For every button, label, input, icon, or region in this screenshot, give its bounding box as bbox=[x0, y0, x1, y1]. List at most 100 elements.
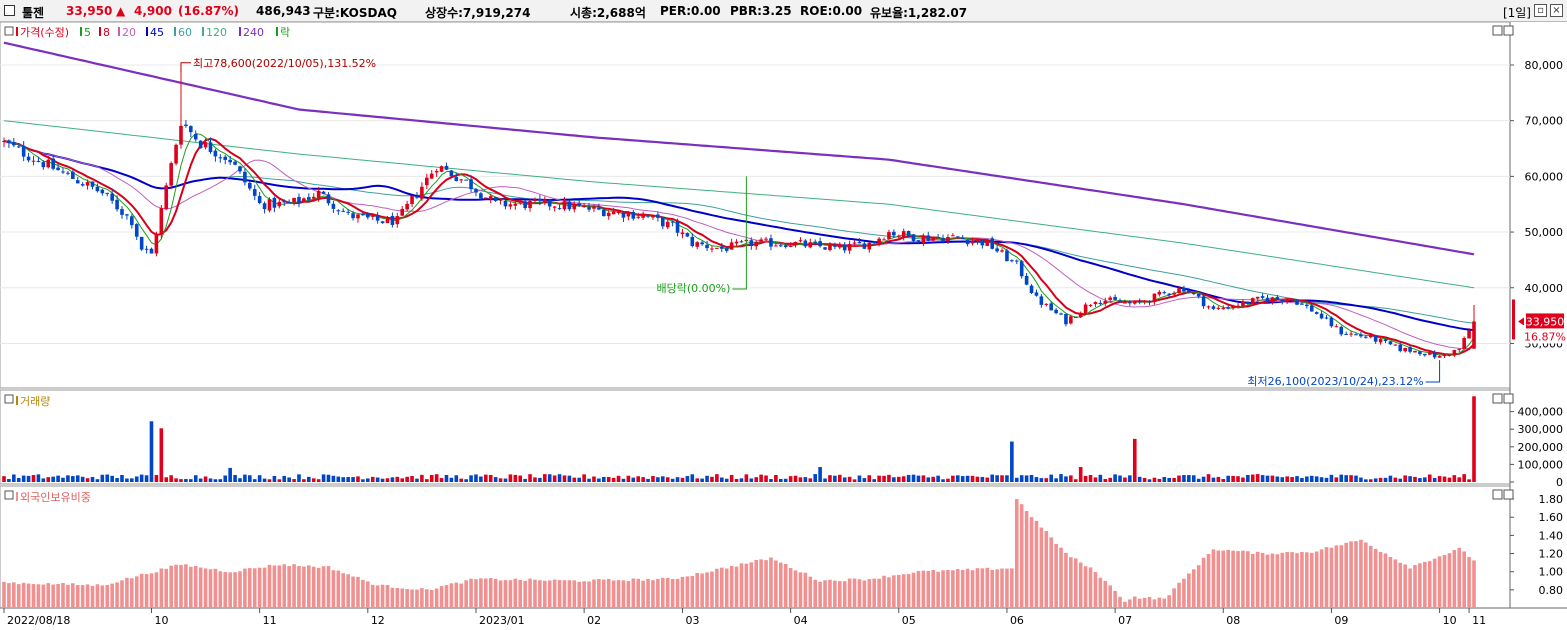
price-candle bbox=[1354, 334, 1358, 336]
price-candle bbox=[331, 203, 336, 209]
volume-bar bbox=[946, 478, 950, 482]
foreign-ratio-bar bbox=[218, 571, 223, 608]
volume-bar bbox=[764, 475, 768, 482]
foreign-ratio-bar bbox=[597, 579, 601, 608]
price-candle bbox=[1319, 313, 1324, 319]
foreign-ratio-bar bbox=[523, 580, 527, 608]
volume-bar bbox=[110, 475, 114, 482]
volume-bar bbox=[189, 479, 193, 482]
volume-bar bbox=[572, 477, 577, 482]
price-candle bbox=[577, 203, 582, 206]
foreign-ratio-bar bbox=[56, 583, 60, 608]
volume-bar bbox=[1118, 475, 1122, 482]
price-candle bbox=[926, 235, 931, 241]
price-candle bbox=[1113, 296, 1117, 300]
price-candle bbox=[139, 236, 144, 250]
volume-bar bbox=[66, 475, 70, 482]
volume-bar bbox=[223, 475, 228, 482]
price-candle bbox=[454, 176, 459, 181]
foreign-ratio-bar bbox=[685, 576, 690, 608]
volume-bar bbox=[2, 476, 6, 482]
select-checkbox[interactable] bbox=[4, 5, 15, 16]
volume-bar bbox=[179, 479, 183, 482]
volume-y-tick-label: 400,000 bbox=[1518, 406, 1564, 419]
foreign-ratio-bar bbox=[567, 580, 572, 608]
x-axis-label: 02 bbox=[587, 614, 601, 627]
price-candle bbox=[272, 197, 277, 208]
volume-bar bbox=[208, 478, 213, 482]
foreign-ratio-bar bbox=[193, 565, 198, 608]
dividend-pointer bbox=[732, 176, 747, 290]
volume-y-tick-label: 0 bbox=[1556, 476, 1563, 489]
foreign-ratio-bar bbox=[818, 581, 822, 608]
volume-bar bbox=[1383, 477, 1388, 482]
volume-bar bbox=[1334, 477, 1339, 482]
foreign-ratio-bar bbox=[252, 568, 257, 608]
volume-bar bbox=[921, 475, 926, 482]
price-candle bbox=[719, 246, 724, 249]
price-candle bbox=[1118, 300, 1122, 303]
price-candle bbox=[867, 242, 872, 250]
period-selector[interactable]: [1일] bbox=[1502, 6, 1531, 20]
volume-bar bbox=[297, 474, 301, 482]
foreign-ratio-bar bbox=[1388, 557, 1393, 608]
volume-bar bbox=[1378, 477, 1383, 482]
foreign-ratio-bar bbox=[1290, 552, 1294, 608]
foreign-ratio-bar bbox=[837, 581, 842, 608]
price-candle bbox=[169, 163, 173, 186]
volume-bar bbox=[233, 474, 237, 482]
foreign-ratio-bar bbox=[120, 580, 124, 608]
volume-bar bbox=[754, 477, 759, 482]
price-candle bbox=[1408, 347, 1412, 352]
price-candle bbox=[1187, 290, 1191, 293]
close-icon[interactable]: × bbox=[1550, 4, 1563, 17]
price-candle bbox=[1177, 288, 1181, 293]
price-candle bbox=[218, 157, 223, 159]
foreign-ratio-bar bbox=[975, 568, 980, 608]
price-candle bbox=[685, 233, 690, 237]
foreign-ratio-bar bbox=[198, 567, 203, 608]
price-candle bbox=[174, 144, 178, 164]
volume-y-tick-label: 200,000 bbox=[1518, 441, 1564, 454]
foreign-ratio-bar bbox=[1044, 531, 1049, 608]
volume-bar bbox=[567, 475, 572, 482]
foreign-ratio-bar bbox=[587, 581, 591, 608]
foreign-ratio-bar bbox=[1472, 560, 1476, 608]
price-candle bbox=[1250, 298, 1255, 304]
price-candle bbox=[1201, 296, 1206, 307]
foreign-ratio-bar bbox=[262, 567, 267, 608]
market-cap: 시총:2,688억 bbox=[570, 6, 646, 20]
price-candle bbox=[1211, 306, 1216, 309]
restore-icon[interactable]: ▫ bbox=[1534, 4, 1547, 17]
price-y-tick-label: 80,000 bbox=[1525, 59, 1564, 72]
price-candle bbox=[243, 171, 247, 183]
volume-bar bbox=[749, 478, 754, 482]
volume-bar bbox=[75, 475, 80, 482]
price-candle bbox=[857, 241, 862, 244]
volume-bar bbox=[1073, 479, 1078, 482]
price-candle bbox=[71, 171, 75, 179]
legend-item: 5 bbox=[84, 26, 91, 39]
volume-bar bbox=[1368, 479, 1373, 482]
foreign-ratio-bar bbox=[1162, 598, 1167, 608]
foreign-ratio-bar bbox=[100, 585, 105, 608]
foreign-ratio-bar bbox=[1221, 550, 1226, 608]
foreign-ratio-bar bbox=[680, 577, 685, 608]
volume-bar bbox=[1359, 477, 1363, 482]
price-candle bbox=[754, 242, 759, 247]
legend-item: 120 bbox=[206, 26, 227, 39]
foreign-ratio-bar bbox=[1019, 504, 1024, 608]
price-candle bbox=[847, 244, 852, 251]
foreign-ratio-bar bbox=[1334, 545, 1339, 608]
volume-bar bbox=[887, 474, 891, 482]
price-candle bbox=[85, 182, 90, 186]
foreign-ratio-bar bbox=[1393, 559, 1398, 608]
price-candle bbox=[95, 186, 100, 192]
price-candle bbox=[1359, 334, 1363, 337]
volume-bar bbox=[882, 475, 886, 482]
foreign-ratio-bar bbox=[366, 581, 370, 608]
volume-bar bbox=[842, 477, 847, 482]
foreign-ratio-bar bbox=[675, 578, 680, 608]
volume-bar bbox=[901, 476, 906, 482]
volume-bar bbox=[311, 478, 316, 482]
